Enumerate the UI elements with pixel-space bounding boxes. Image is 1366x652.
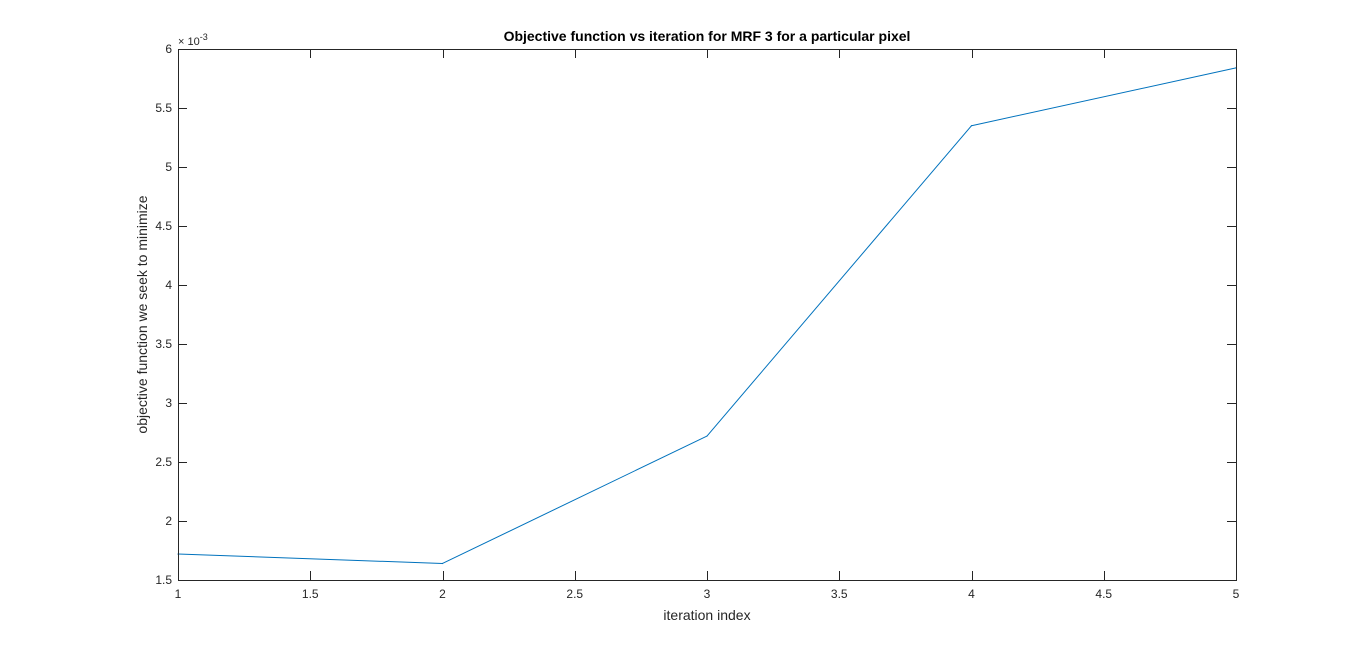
x-tick-label: 2 (439, 587, 446, 601)
x-tick-label: 4 (968, 587, 975, 601)
y-tick-label: 5.5 (155, 101, 172, 115)
data-point (970, 125, 973, 127)
x-tick-label: 3.5 (831, 587, 848, 601)
y-tick-label: 6 (165, 42, 172, 56)
y-tick-label: 1.5 (155, 573, 172, 587)
y-exponent-base: × 10 (178, 36, 200, 48)
x-tick-label: 3 (704, 587, 711, 601)
y-tick-label: 2.5 (155, 455, 172, 469)
data-point (706, 435, 708, 437)
y-tick-label: 4 (165, 278, 172, 292)
y-tick-label: 2 (165, 514, 172, 528)
axes-box (178, 49, 1237, 581)
x-tick-label: 1 (175, 587, 182, 601)
y-tick-label: 4.5 (155, 219, 172, 233)
y-axis-exponent: × 10-3 (178, 32, 208, 48)
y-exponent-power: -3 (200, 32, 208, 42)
x-tick-label: 1.5 (302, 587, 319, 601)
x-tick-label: 2.5 (566, 587, 583, 601)
x-tick-label: 5 (1233, 587, 1240, 601)
y-tick-label: 3 (165, 396, 172, 410)
y-tick-label: 3.5 (155, 337, 172, 351)
chart-title: Objective function vs iteration for MRF … (504, 28, 911, 44)
y-axis-label: objective function we seek to minimize (134, 195, 150, 433)
labels-layer: 1 1.5 2 2.5 3 3.5 4 4.5 51.522.533.544.555.56 (155, 42, 1239, 601)
y-tick-label: 5 (165, 160, 172, 174)
data-point (441, 562, 444, 565)
plot-area (178, 49, 1236, 580)
x-axis-label: iteration index (663, 607, 750, 623)
x-tick-label: 4.5 (1095, 587, 1112, 601)
